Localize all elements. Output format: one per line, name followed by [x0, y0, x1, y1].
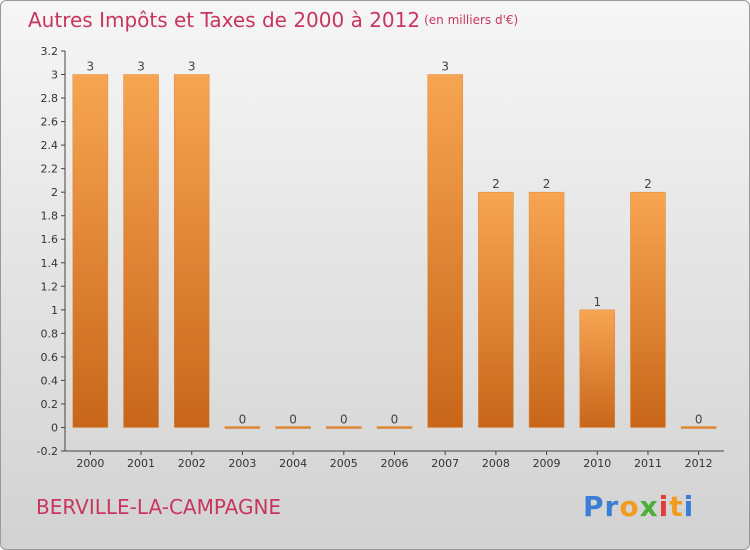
x-tick-label: 2009 — [533, 457, 561, 470]
data-label: 1 — [593, 295, 601, 309]
data-label: 3 — [441, 60, 449, 74]
x-tick-label: 2001 — [127, 457, 155, 470]
bar-2008 — [478, 191, 514, 428]
bar-2010 — [579, 309, 616, 428]
y-axis-ticks: -0.2 0 0.2 0.4 0.6 0.8 1 1.2 1.4 1.6 1.8 2 2.2 2.4 2.6… — [37, 45, 65, 458]
y-tick-label: 0 — [51, 421, 58, 434]
y-tick-label: 1.2 — [41, 280, 59, 293]
data-label: 0 — [340, 412, 348, 426]
y-tick-label: 2.4 — [41, 139, 59, 152]
data-label: 0 — [289, 412, 297, 426]
logo-letter: r — [604, 490, 620, 523]
logo-letter: i — [658, 490, 670, 523]
data-label: 0 — [391, 412, 399, 426]
bar-2009 — [528, 191, 565, 428]
x-tick-label: 2002 — [178, 457, 206, 470]
bar-2003 — [224, 426, 261, 429]
data-label: 2 — [644, 177, 652, 191]
x-tick-label: 2010 — [583, 457, 611, 470]
logo-letter: x — [639, 490, 659, 523]
bar-2000 — [72, 74, 109, 428]
data-label: 0 — [695, 412, 703, 426]
x-tick-label: 2006 — [381, 457, 409, 470]
bar-2005 — [326, 426, 362, 429]
y-tick-label: 0.6 — [41, 351, 59, 364]
bar-2007 — [427, 74, 463, 428]
x-tick-label: 2011 — [634, 457, 662, 470]
y-tick-label: 2 — [51, 186, 58, 199]
y-tick-label: 1.8 — [41, 210, 59, 223]
x-tick-label: 2004 — [279, 457, 307, 470]
data-label: 0 — [239, 412, 247, 426]
logo-letter: P — [583, 490, 605, 523]
logo-letter: o — [619, 490, 640, 523]
data-label: 3 — [87, 60, 95, 74]
chart-title-text: Autres Impôts et Taxes de 2000 à 2012 — [28, 8, 421, 32]
x-tick-label: 2000 — [76, 457, 104, 470]
y-tick-label: 3 — [51, 69, 58, 82]
y-tick-label: -0.2 — [37, 445, 58, 458]
chart-title: Autres Impôts et Taxes de 2000 à 2012 (en… — [28, 8, 518, 32]
x-tick-label: 2008 — [482, 457, 510, 470]
y-tick-label: 1.6 — [41, 233, 59, 246]
bar-2001 — [123, 74, 159, 428]
bar-2004 — [275, 426, 311, 429]
bar-2006 — [376, 426, 413, 429]
x-tick-label: 2005 — [330, 457, 358, 470]
y-tick-label: 0.4 — [41, 374, 59, 387]
proxiti-logo: Proxiti — [583, 490, 694, 523]
bars-group: 3 3 3 0 0 0 0 3 2 2 1 2 0 — [72, 60, 717, 429]
y-tick-label: 2.2 — [41, 163, 59, 176]
y-tick-label: 3.2 — [41, 45, 59, 58]
logo-letter: t — [669, 490, 684, 523]
x-tick-label: 2003 — [228, 457, 256, 470]
y-tick-label: 0.8 — [41, 327, 59, 340]
y-tick-label: 2.6 — [41, 116, 59, 129]
y-tick-label: 1.4 — [41, 257, 59, 270]
x-tick-label: 2007 — [431, 457, 459, 470]
bar-2011 — [630, 191, 666, 428]
data-label: 2 — [492, 177, 500, 191]
data-label: 3 — [137, 60, 145, 74]
bar-2012 — [680, 426, 717, 429]
chart-title-unit: (en milliers d'€) — [424, 13, 519, 27]
y-tick-label: 1 — [51, 304, 58, 317]
y-tick-label: 0.2 — [41, 398, 59, 411]
data-label: 3 — [188, 60, 196, 74]
x-tick-label: 2012 — [685, 457, 713, 470]
y-tick-label: 2.8 — [41, 92, 59, 105]
data-label: 2 — [543, 177, 551, 191]
commune-name: BERVILLE-LA-CAMPAGNE — [36, 495, 282, 519]
logo-letter: i — [683, 490, 695, 523]
bar-2002 — [173, 74, 210, 428]
x-axis-labels: 2000 2001 2002 2003 2004 2005 2006 2007 2008 2009… — [76, 451, 713, 470]
